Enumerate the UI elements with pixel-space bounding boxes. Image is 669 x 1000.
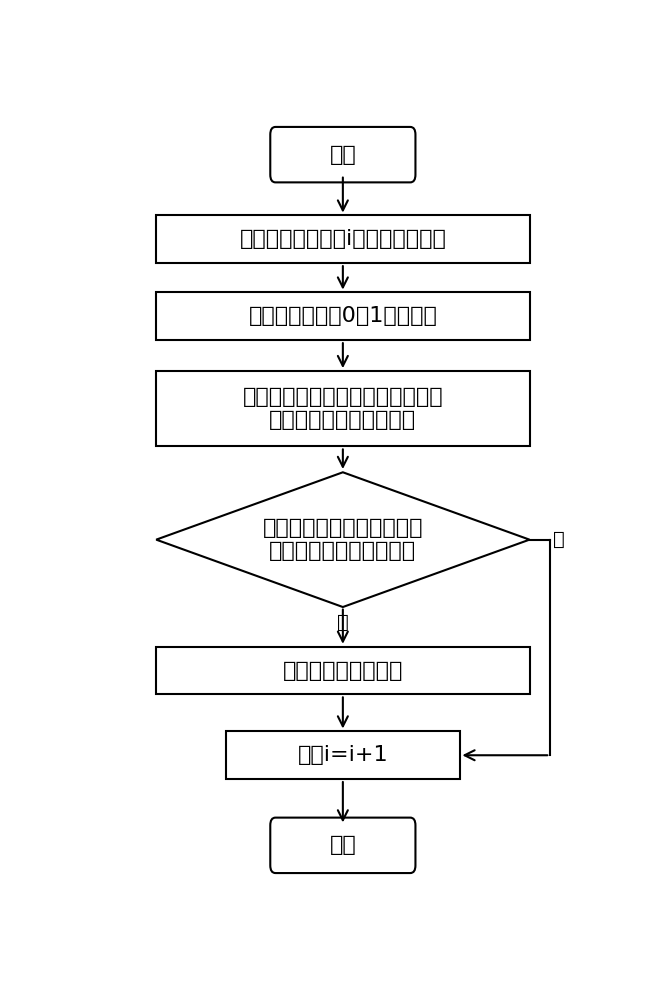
Text: 小蜂窝接入该子信道: 小蜂窝接入该子信道: [283, 661, 403, 681]
Polygon shape: [157, 472, 530, 607]
Text: 小蜂窝收集位于其独享半径区域内
其他小蜂窝产生的随机数: 小蜂窝收集位于其独享半径区域内 其他小蜂窝产生的随机数: [243, 387, 443, 430]
Bar: [157, 647, 530, 694]
Text: 开始: 开始: [330, 145, 356, 165]
Text: 是: 是: [337, 613, 349, 632]
Bar: [157, 215, 530, 263]
Text: 否: 否: [553, 530, 565, 549]
Bar: [226, 731, 460, 779]
Text: 该小蜂窝产生的随机数是否
为其独享半径区域内最小: 该小蜂窝产生的随机数是否 为其独享半径区域内最小: [263, 518, 423, 561]
FancyBboxPatch shape: [270, 818, 415, 873]
FancyBboxPatch shape: [270, 127, 415, 182]
Text: 结束: 结束: [330, 835, 356, 855]
Text: 时隙i=i+1: 时隙i=i+1: [298, 745, 388, 765]
Text: 认知小蜂窝在时隙i感知空闲子信道: 认知小蜂窝在时隙i感知空闲子信道: [240, 229, 446, 249]
Text: 小蜂窝产生一个0～1的随机数: 小蜂窝产生一个0～1的随机数: [248, 306, 438, 326]
Bar: [157, 292, 530, 340]
Bar: [157, 371, 530, 446]
